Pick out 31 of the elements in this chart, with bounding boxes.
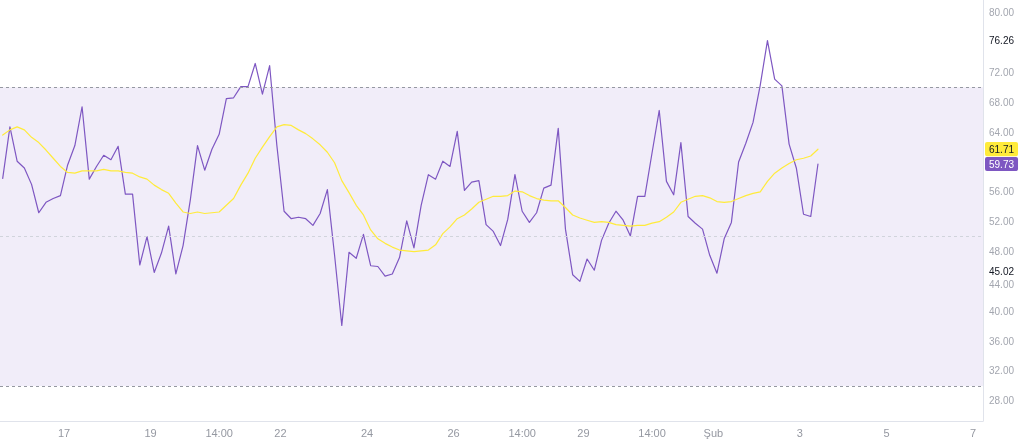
y-tick-label: 68.00 [989,96,1015,108]
y-tick-label: 80.00 [989,7,1015,19]
x-tick-label: 14:00 [638,426,666,439]
y-tick-label: 36.00 [989,335,1015,347]
line-series [2,124,819,253]
y-tick-label: 64.00 [989,126,1015,138]
x-tick-label: 14:00 [508,426,536,439]
line-series [2,40,819,327]
y-tick-label: 28.00 [989,395,1015,407]
y-tick-label: 32.00 [989,365,1015,377]
y-tick-label: 48.00 [989,246,1015,258]
x-tick-label: 17 [57,426,71,439]
x-tick-label: 3 [796,426,803,439]
x-tick-label: 14:00 [205,426,233,439]
x-tick-label: 24 [360,426,374,439]
y-tick-label: 72.00 [989,66,1015,78]
y-tick-label: 52.00 [989,216,1015,228]
y-tick-label: 40.00 [989,305,1015,317]
y-tick-label: 76.26 [989,35,1015,47]
y-tick-label: 56.00 [989,186,1015,198]
y-tick-label: 44.00 [989,278,1015,290]
x-tick-label: 7 [970,426,977,439]
x-tick-label: 5 [883,426,890,439]
x-tick-label: Şub [703,426,724,439]
x-tick-label: 26 [447,426,460,439]
x-tick-label: 22 [274,426,287,439]
x-tick-label: 19 [144,426,157,439]
x-tick-label: 29 [577,426,590,439]
y-tick-label: 59.73 [989,158,1015,170]
y-tick-label: 45.02 [989,265,1015,277]
y-tick-label: 61.71 [989,143,1015,155]
